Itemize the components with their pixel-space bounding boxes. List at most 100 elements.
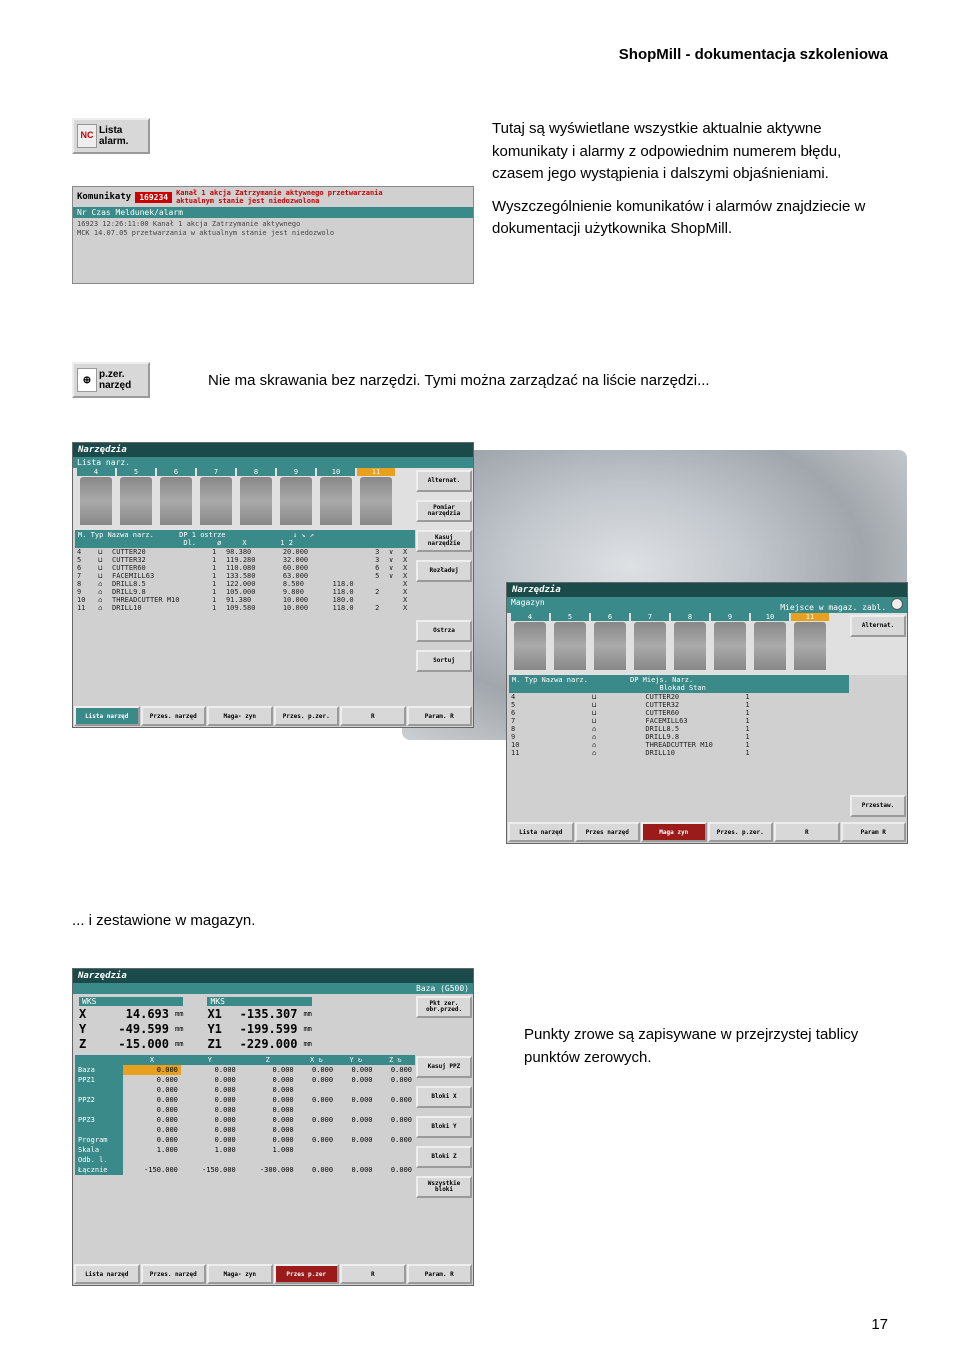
- side-button[interactable]: Przestaw.: [850, 795, 906, 817]
- coord-row: Y1-199.599mm: [207, 1022, 311, 1036]
- bottom-bar-button[interactable]: Przes. narzęd: [141, 1264, 207, 1284]
- komunikaty-columns: Nr Czas Meldunek/alarm: [73, 207, 473, 218]
- bottom-bar-button[interactable]: Lista narzęd: [74, 1264, 140, 1284]
- table-row[interactable]: 5⊔CUTTER321: [509, 701, 849, 709]
- bottom-bar-button[interactable]: Maga- zyn: [207, 706, 273, 726]
- table-row[interactable]: 7⊔FACEMILL631: [509, 717, 849, 725]
- tool-carousel: 4567891011: [507, 613, 907, 675]
- bottom-bar-button[interactable]: Param. R: [407, 706, 473, 726]
- tool-slot[interactable]: 8: [237, 468, 275, 526]
- bottom-bar-button[interactable]: Maga zyn: [641, 822, 707, 842]
- bottom-bar: Lista narzędPrzes narzędMaga zynPrzes. p…: [507, 821, 907, 843]
- side-button[interactable]: Pomiar narzędzia: [416, 500, 472, 522]
- side-button[interactable]: Alternat.: [416, 470, 472, 492]
- table-row[interactable]: 11⌂DRILL101: [509, 749, 849, 757]
- table-row: Program0.0000.0000.0000.0000.0000.000: [75, 1135, 415, 1145]
- pzer-narzed-button[interactable]: ⊕ p.zer.narzęd: [72, 362, 150, 398]
- bottom-bar-button[interactable]: Przes. narzęd: [141, 706, 207, 726]
- side-button[interactable]: Sortuj: [416, 650, 472, 672]
- table-row[interactable]: 10⌂THREADCUTTER M101: [509, 741, 849, 749]
- text-block-1: Tutaj są wyświetlane wszystkie aktualnie…: [492, 118, 892, 241]
- wks-mks-block: WKS X14.693mmY-49.599mmZ-15.000mm MKS X1…: [73, 994, 473, 1055]
- bottom-bar: Lista narzędPrzes. narzędMaga- zynPrzes …: [73, 1263, 473, 1285]
- bottom-bar-button[interactable]: Param. R: [407, 1264, 473, 1284]
- panel-subtitle: Lista narz.: [73, 457, 473, 468]
- tool-slot[interactable]: 4: [77, 468, 115, 526]
- tool-list-panel: Narzędzia Lista narz. 4567891011 M. Typ …: [72, 442, 474, 728]
- bottom-bar-button[interactable]: Lista narzęd: [508, 822, 574, 842]
- side-button[interactable]: Pkt zer. obr.przed.: [416, 996, 472, 1018]
- tool-slot[interactable]: 5: [117, 468, 155, 526]
- table-row: PPZ30.0000.0000.0000.0000.0000.000: [75, 1115, 415, 1125]
- side-button[interactable]: Rozładuj: [416, 560, 472, 582]
- side-button[interactable]: Bloki X: [416, 1086, 472, 1108]
- table-row[interactable]: 6⊔CUTTER601110.08060.0006∨X: [75, 564, 415, 572]
- table-row: Łącznie-150.000-150.000-300.0000.0000.00…: [75, 1165, 415, 1175]
- lista-alarm-label: Listaalarm.: [99, 125, 128, 147]
- side-button[interactable]: Kasuj PPZ: [416, 1056, 472, 1078]
- bottom-bar-button[interactable]: R: [340, 1264, 406, 1284]
- tool-slot[interactable]: 9: [711, 613, 749, 671]
- table-row[interactable]: 4⊔CUTTER20198.38020.0003∨X: [75, 548, 415, 556]
- table-row: 0.0000.0000.000: [75, 1125, 415, 1135]
- zero-points-table: XYZX ↻Y ↻Z ↻Baza0.0000.0000.0000.0000.00…: [75, 1055, 415, 1175]
- side-button[interactable]: Kasuj narzędzie: [416, 530, 472, 552]
- tool-slot[interactable]: 8: [671, 613, 709, 671]
- bottom-bar-button[interactable]: Przes. p.zer.: [708, 822, 774, 842]
- page-number: 17: [871, 1316, 888, 1333]
- table-row[interactable]: 11⌂DRILL101109.58010.000118.02X: [75, 604, 415, 612]
- coord-row: Z1-229.000mm: [207, 1037, 311, 1051]
- tool-slot[interactable]: 10: [317, 468, 355, 526]
- bottom-bar-button[interactable]: R: [774, 822, 840, 842]
- tool-slot[interactable]: 10: [751, 613, 789, 671]
- bottom-bar-button[interactable]: Przes narzęd: [575, 822, 641, 842]
- komunikaty-panel: Komunikaty 169234 Kanał 1 akcja Zatrzyma…: [72, 186, 474, 284]
- side-button[interactable]: Alternat.: [850, 615, 906, 637]
- bottom-bar: Lista narzędPrzes. narzędMaga- zynPrzes.…: [73, 705, 473, 727]
- table-row[interactable]: 6⊔CUTTER601: [509, 709, 849, 717]
- lista-alarm-button[interactable]: NC Listaalarm.: [72, 118, 150, 154]
- tool-slot[interactable]: 5: [551, 613, 589, 671]
- tool-carousel: 4567891011: [73, 468, 473, 530]
- table-row[interactable]: 9⌂DRILL9.81: [509, 733, 849, 741]
- side-button[interactable]: Bloki Z: [416, 1146, 472, 1168]
- komunikaty-rows: 16923 12:26:11:00 Kanał 1 akcja Zatrzyma…: [73, 218, 473, 240]
- table-row: PPZ20.0000.0000.0000.0000.0000.000: [75, 1095, 415, 1105]
- bottom-bar-button[interactable]: Lista narzęd: [74, 706, 140, 726]
- table-row[interactable]: 10⌂THREADCUTTER M10191.38010.000180.0X: [75, 596, 415, 604]
- bottom-bar-button[interactable]: Przes. p.zer.: [274, 706, 340, 726]
- table-row[interactable]: 9⌂DRILL9.81105.0009.800118.02X: [75, 588, 415, 596]
- tool-slot[interactable]: 6: [157, 468, 195, 526]
- tool-slot[interactable]: 9: [277, 468, 315, 526]
- table-row[interactable]: 5⊔CUTTER321119.28032.0003∨X: [75, 556, 415, 564]
- table-row[interactable]: 7⊔FACEMILL631133.58063.0005∨X: [75, 572, 415, 580]
- alarm-code: 169234: [135, 192, 172, 203]
- side-button[interactable]: Wszystkie bloki: [416, 1176, 472, 1198]
- crosshair-icon: ⊕: [77, 368, 97, 392]
- tool-slot[interactable]: 7: [631, 613, 669, 671]
- table-row[interactable]: 8⌂DRILL8.51122.0008.500118.0X: [75, 580, 415, 588]
- tool-slot[interactable]: 4: [511, 613, 549, 671]
- table-row[interactable]: 8⌂DRILL8.51: [509, 725, 849, 733]
- nc-icon: NC: [77, 124, 97, 148]
- table-row[interactable]: 4⊔CUTTER201: [509, 693, 849, 701]
- tool-slot[interactable]: 7: [197, 468, 235, 526]
- pzer-label: p.zer.narzęd: [99, 369, 131, 391]
- tool-slot[interactable]: 11: [791, 613, 829, 671]
- alarm-text: Kanał 1 akcja Zatrzymanie aktywnego prze…: [176, 189, 383, 205]
- tool-slot[interactable]: 6: [591, 613, 629, 671]
- side-button[interactable]: Bloki Y: [416, 1116, 472, 1138]
- tool-table-header: M. Typ Nazwa narz. DP 1 ostrze ↓ ↘ ↗ Dl.…: [75, 530, 415, 548]
- baza-label: Baza (G500): [73, 983, 473, 994]
- side-button[interactable]: Ostrza: [416, 620, 472, 642]
- table-row: Skala1.0001.0001.000: [75, 1145, 415, 1155]
- tool-slot[interactable]: 11: [357, 468, 395, 526]
- bottom-bar-button[interactable]: Maga- zyn: [207, 1264, 273, 1284]
- bottom-bar-button[interactable]: Param R: [841, 822, 907, 842]
- tool-table: 4⊔CUTTER2015⊔CUTTER3216⊔CUTTER6017⊔FACEM…: [509, 693, 849, 757]
- zero-points-panel: Narzędzia Baza (G500) WKS X14.693mmY-49.…: [72, 968, 474, 1286]
- text-block-2: Nie ma skrawania bez narzędzi. Tymi możn…: [208, 370, 888, 393]
- bottom-bar-button[interactable]: Przes p.zer: [274, 1264, 340, 1284]
- bottom-bar-button[interactable]: R: [340, 706, 406, 726]
- tool-table-header: M. Typ Nazwa narz. DP Miejs. Narz. Bloka…: [509, 675, 849, 693]
